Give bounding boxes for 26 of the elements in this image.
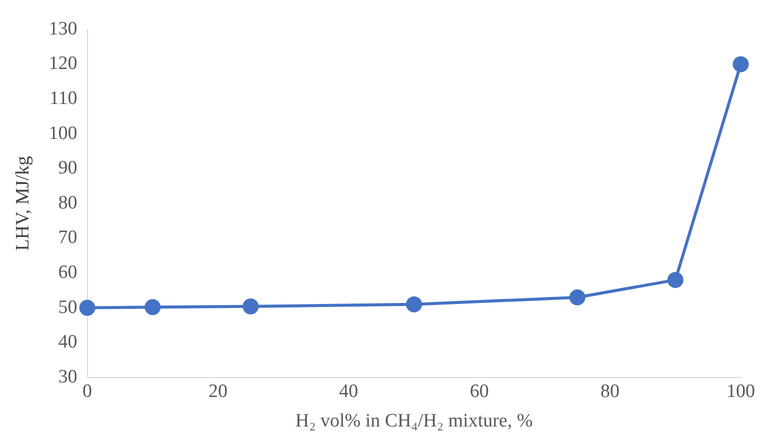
- y-tick-label: 120: [48, 53, 78, 74]
- y-tick-label: 100: [48, 122, 78, 144]
- x-tick-label: 80: [600, 380, 620, 402]
- y-tick-label: 70: [58, 227, 78, 248]
- x-tick-label: 40: [339, 380, 358, 402]
- y-tick-label: 30: [58, 366, 78, 388]
- y-tick-label: 60: [58, 262, 78, 283]
- x-tick-label: 20: [208, 380, 228, 402]
- x-axis-title: H₂ vol% in CH₄/H₂ mixture, %: [295, 410, 533, 432]
- point: [406, 296, 422, 312]
- point: [242, 298, 259, 314]
- y-tick-label: 130: [48, 18, 78, 40]
- x-tick-label: 60: [470, 380, 489, 402]
- y-tick-label: 80: [58, 192, 78, 214]
- point: [667, 272, 684, 288]
- y-tick-label: 110: [50, 88, 78, 109]
- point: [569, 289, 586, 306]
- x-tick-label: 100: [726, 380, 755, 402]
- y-tick-label: 40: [58, 332, 78, 353]
- x-tick-label: 0: [82, 380, 92, 402]
- y-axis-title: LHV, MJ/kg: [12, 156, 34, 251]
- point: [79, 300, 96, 316]
- y-tick-label: 50: [58, 296, 78, 318]
- point: [144, 299, 161, 316]
- y-tick-label: 90: [58, 158, 78, 179]
- point: [732, 56, 749, 72]
